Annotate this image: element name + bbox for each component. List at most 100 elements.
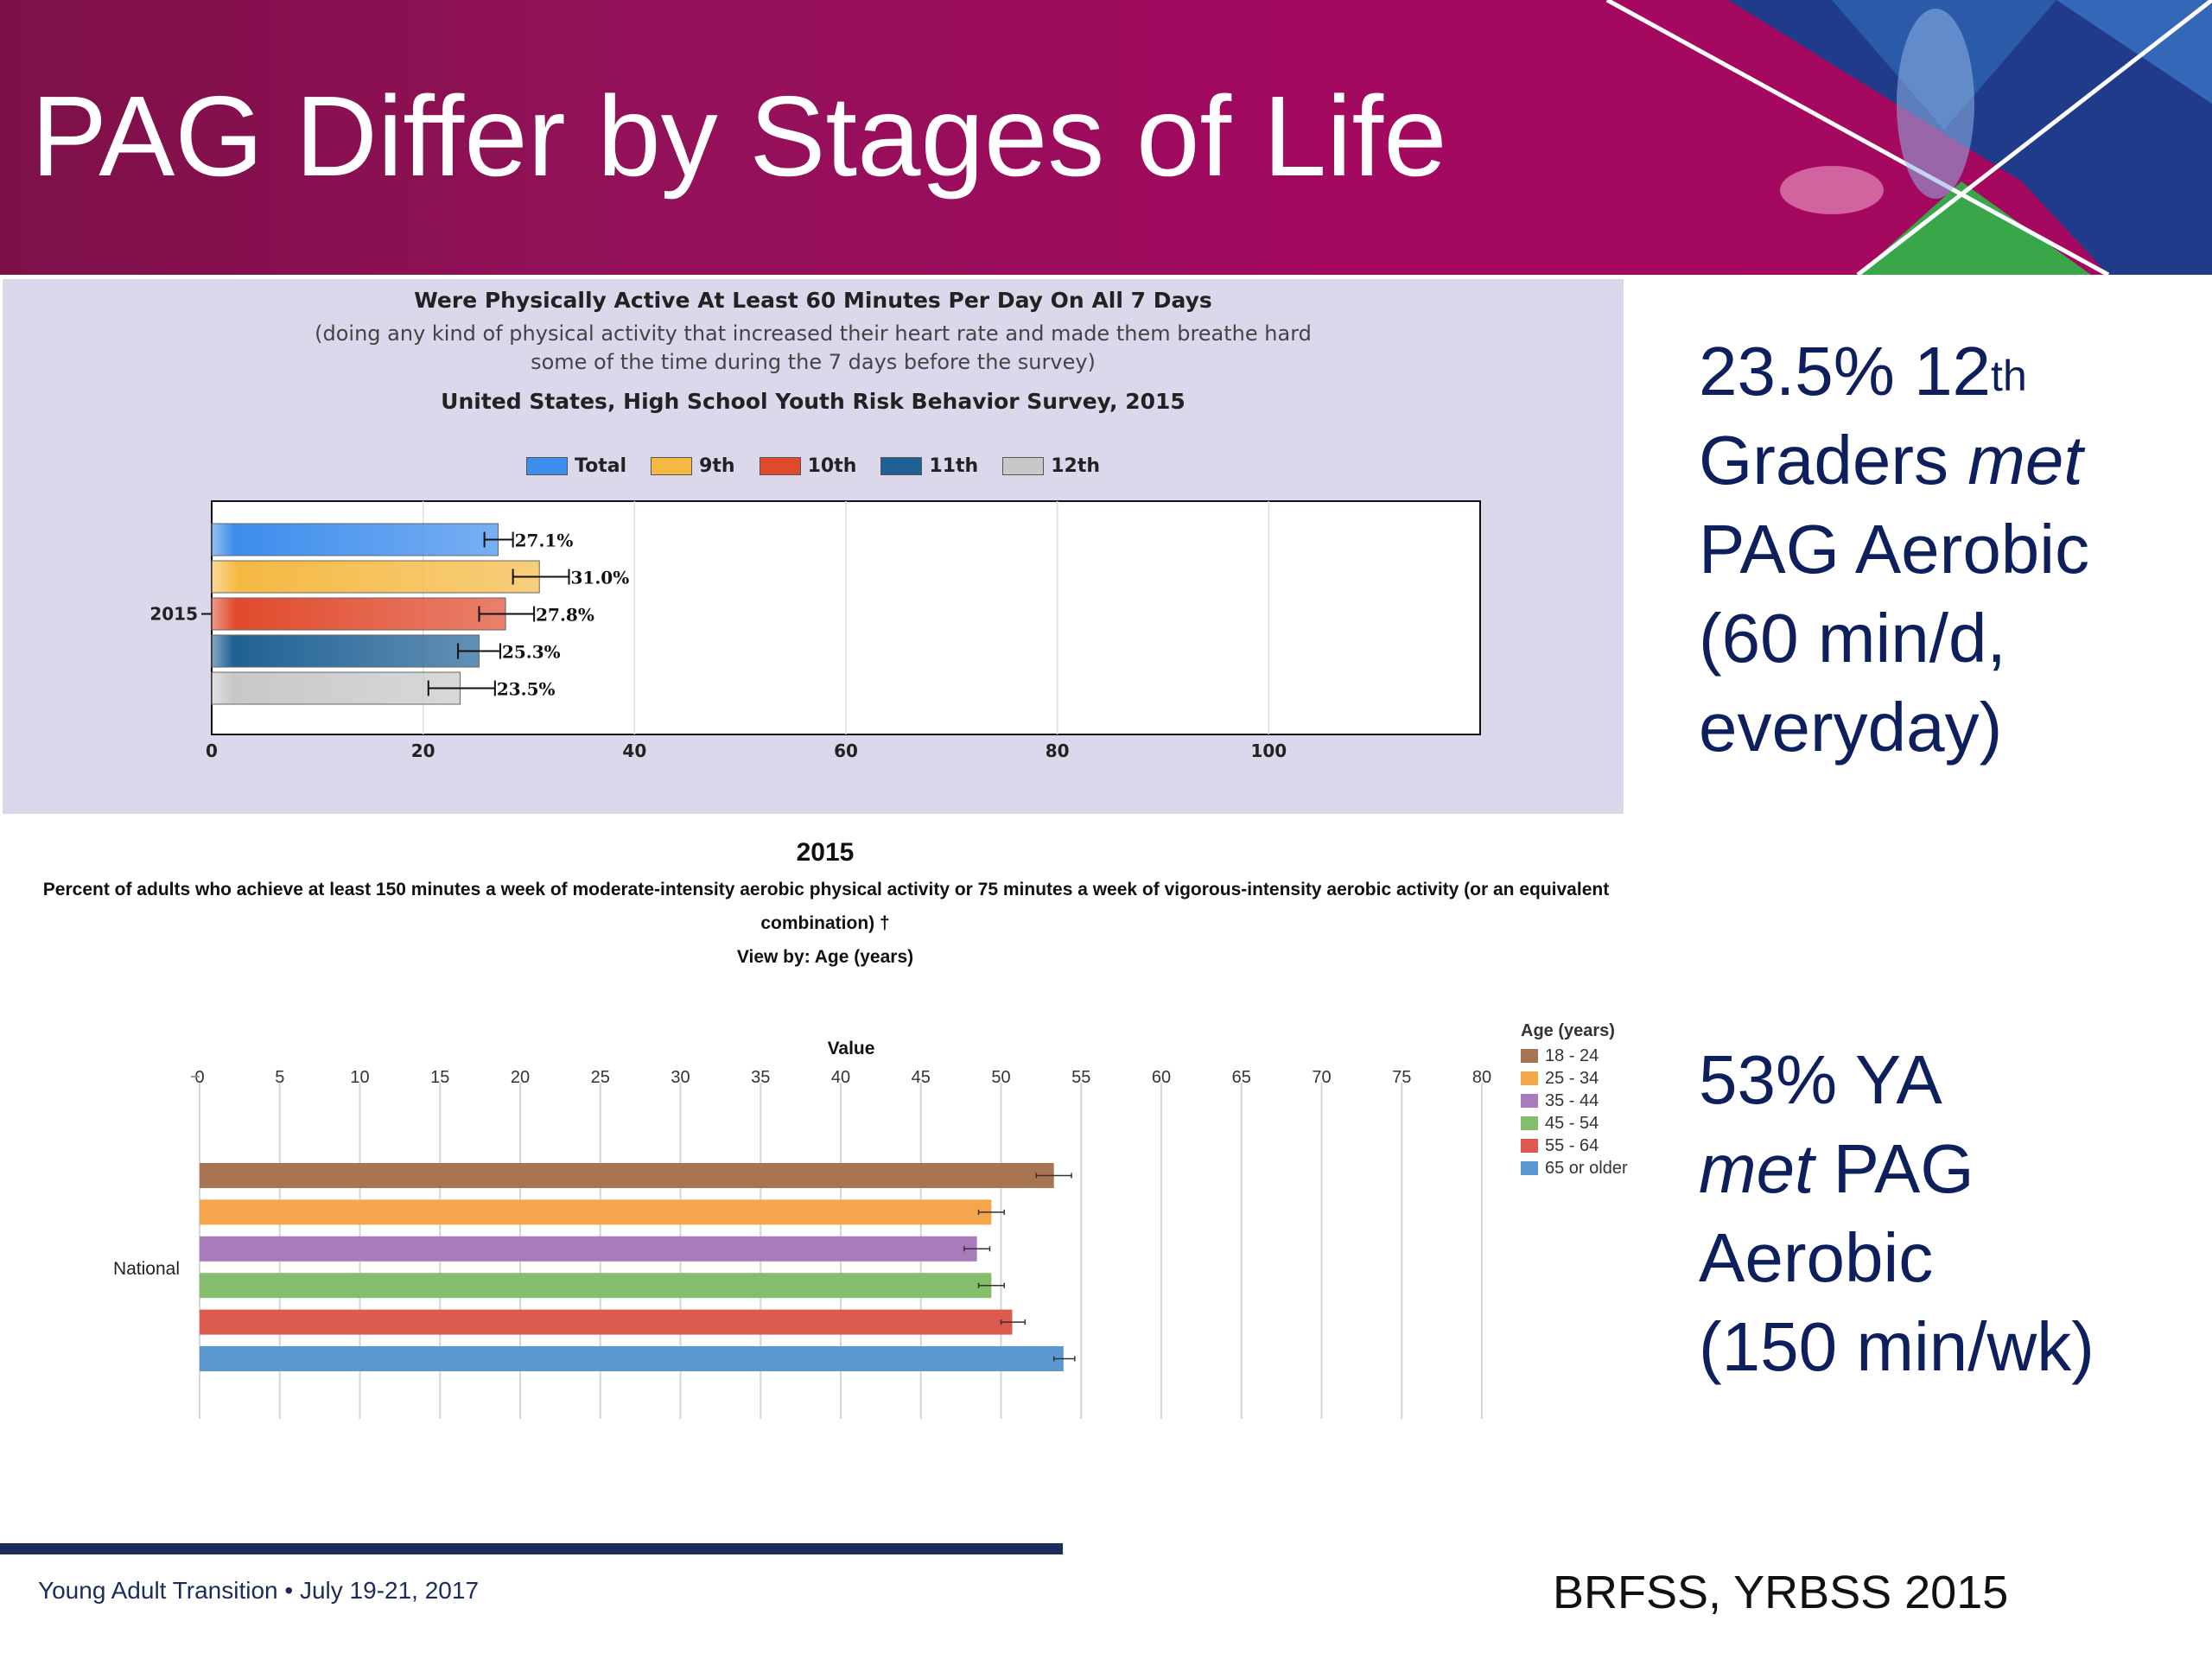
x-tick-label: 100: [1250, 741, 1287, 761]
bar-age-4: [200, 1273, 992, 1299]
x-tick-label: 65: [1232, 1068, 1251, 1087]
statement-emphasis: met: [1699, 1130, 1815, 1207]
x-tick-label: 30: [671, 1068, 690, 1087]
bar-age-3: [200, 1236, 977, 1262]
statement-line: (60 min/d,: [1699, 600, 2006, 677]
yrbs-chart-svg: 0 20 40 60 80 100 27.1% 31.0% 27.8% 25.3% 23.5% 201…: [149, 500, 1481, 761]
x-tick-label: 80: [1472, 1068, 1491, 1087]
brfss-legend-item: 18 - 24: [1521, 1045, 1628, 1067]
legend-swatch: [1521, 1116, 1538, 1130]
bar-age-1: [200, 1163, 1054, 1188]
bar-age-2: [200, 1199, 992, 1225]
bar-11th: [211, 634, 480, 668]
statement-text: Graders: [1699, 422, 1968, 499]
legend-swatch: [1521, 1049, 1538, 1063]
footer-source: BRFSS, YRBSS 2015: [1553, 1567, 2009, 1618]
bar-12th: [211, 671, 461, 705]
brfss-legend-item: 65 or older: [1521, 1157, 1628, 1179]
data-label: 31.0%: [570, 568, 629, 588]
bar-age-5: [200, 1309, 1013, 1335]
x-tick-label: 20: [511, 1068, 530, 1087]
bar-9th: [211, 560, 540, 594]
bar-10th: [211, 597, 506, 631]
x-tick-label: 80: [1046, 741, 1070, 761]
statement-text: 23.5% 12: [1699, 333, 1992, 410]
bar-total: [211, 523, 499, 556]
x-tick-label: 25: [591, 1068, 610, 1087]
legend-swatch: [1002, 457, 1045, 475]
legend-swatch: [651, 457, 693, 475]
statement-superscript: th: [1991, 352, 2027, 400]
data-label: 25.3%: [502, 642, 561, 663]
x-tick-label: 55: [1071, 1068, 1090, 1087]
x-tick-label: 60: [834, 741, 858, 761]
x-tick-label: 60: [1152, 1068, 1171, 1087]
banner-artwork: [1573, 0, 2212, 275]
brfss-chart: Value05101520253035404550556065707580Nat…: [0, 838, 1668, 1460]
y-category-label: National: [113, 1259, 180, 1279]
footer-divider: [0, 1543, 1063, 1554]
brfss-chart-svg: Value05101520253035404550556065707580Nat…: [113, 1039, 1491, 1419]
yrbs-legend-item: 10th: [759, 455, 857, 477]
brfss-chart-title-2: combination) †: [760, 913, 890, 933]
legend-label: 9th: [699, 455, 735, 477]
yrbs-legend-item: Total: [526, 455, 626, 477]
x-tick-label: 40: [622, 741, 646, 761]
legend-swatch: [526, 457, 568, 475]
statement-line: Aerobic: [1699, 1219, 1934, 1296]
legend-swatch: [880, 457, 923, 475]
legend-label: 18 - 24: [1545, 1046, 1599, 1065]
brfss-legend-item: 45 - 54: [1521, 1112, 1628, 1135]
legend-swatch: [1521, 1139, 1538, 1153]
yrbs-legend-item: 11th: [880, 455, 978, 477]
brfss-view-by: View by: Age (years): [736, 947, 914, 967]
brfss-chart-year: 2015: [796, 838, 855, 867]
yrbs-chart-subtitle-2: some of the time during the 7 days befor…: [531, 350, 1096, 374]
brfss-statement: 53% YA met PAG Aerobic (150 min/wk): [1699, 1035, 2094, 1391]
yrbs-chart-title: Were Physically Active At Least 60 Minut…: [414, 288, 1212, 313]
bar-age-6: [200, 1346, 1064, 1371]
data-label: 27.1%: [515, 531, 574, 551]
statement-line: 53% YA: [1699, 1041, 1942, 1118]
legend-label: 65 or older: [1545, 1158, 1628, 1178]
slide-title: PAG Differ by Stages of Life: [31, 73, 1447, 200]
legend-label: 10th: [807, 455, 857, 477]
x-axis-title: Value: [828, 1039, 875, 1058]
header-banner: PAG Differ by Stages of Life: [0, 0, 2212, 275]
yrbs-chart-survey: United States, High School Youth Risk Be…: [441, 389, 1185, 414]
x-tick-label: 10: [350, 1068, 369, 1087]
legend-label: 45 - 54: [1545, 1113, 1599, 1133]
statement-line: PAG Aerobic: [1699, 511, 2090, 588]
x-tick-label: 35: [751, 1068, 770, 1087]
x-tick-label: 5: [275, 1068, 284, 1087]
legend-label: 55 - 64: [1545, 1135, 1599, 1155]
legend-label: 12th: [1051, 455, 1100, 477]
yrbs-chart-subtitle-1: (doing any kind of physical activity tha…: [315, 321, 1312, 346]
footer-event: Young Adult Transition • July 19-21, 201…: [38, 1577, 480, 1604]
x-tick-label: 50: [991, 1068, 1010, 1087]
brfss-legend-title: Age (years): [1521, 1021, 1615, 1040]
y-category-label: 2015: [149, 604, 198, 625]
x-tick-label: 15: [430, 1068, 449, 1087]
statement-emphasis: met: [1967, 422, 2083, 499]
brfss-legend-item: 55 - 64: [1521, 1135, 1628, 1157]
legend-label: 35 - 44: [1545, 1090, 1599, 1110]
yrbs-legend-item: 12th: [1002, 455, 1100, 477]
yrbs-legend-item: 9th: [651, 455, 735, 477]
x-tick-label: 0: [206, 741, 218, 761]
legend-label: Total: [575, 455, 627, 477]
statement-line: met PAG: [1699, 1124, 2094, 1213]
legend-label: 25 - 34: [1545, 1068, 1599, 1088]
x-tick-label: 20: [411, 741, 435, 761]
legend-swatch: [1521, 1094, 1538, 1108]
legend-label: 11th: [929, 455, 979, 477]
legend-swatch: [759, 457, 801, 475]
yrbs-chart-panel: 0 20 40 60 80 100 27.1% 31.0% 27.8% 25.3% 23.5% 201…: [3, 279, 1624, 814]
yrbs-statement: 23.5% 12th Graders met PAG Aerobic (60 m…: [1699, 327, 2089, 772]
x-tick-label: 70: [1312, 1068, 1331, 1087]
brfss-legend: Age (years) 18 - 24 25 - 34 35 - 44 45 -…: [1521, 1021, 1628, 1179]
brfss-chart-title-1: Percent of adults who achieve at least 1…: [42, 880, 1610, 899]
statement-line: Graders met: [1699, 416, 2089, 505]
data-label: 27.8%: [536, 605, 594, 626]
